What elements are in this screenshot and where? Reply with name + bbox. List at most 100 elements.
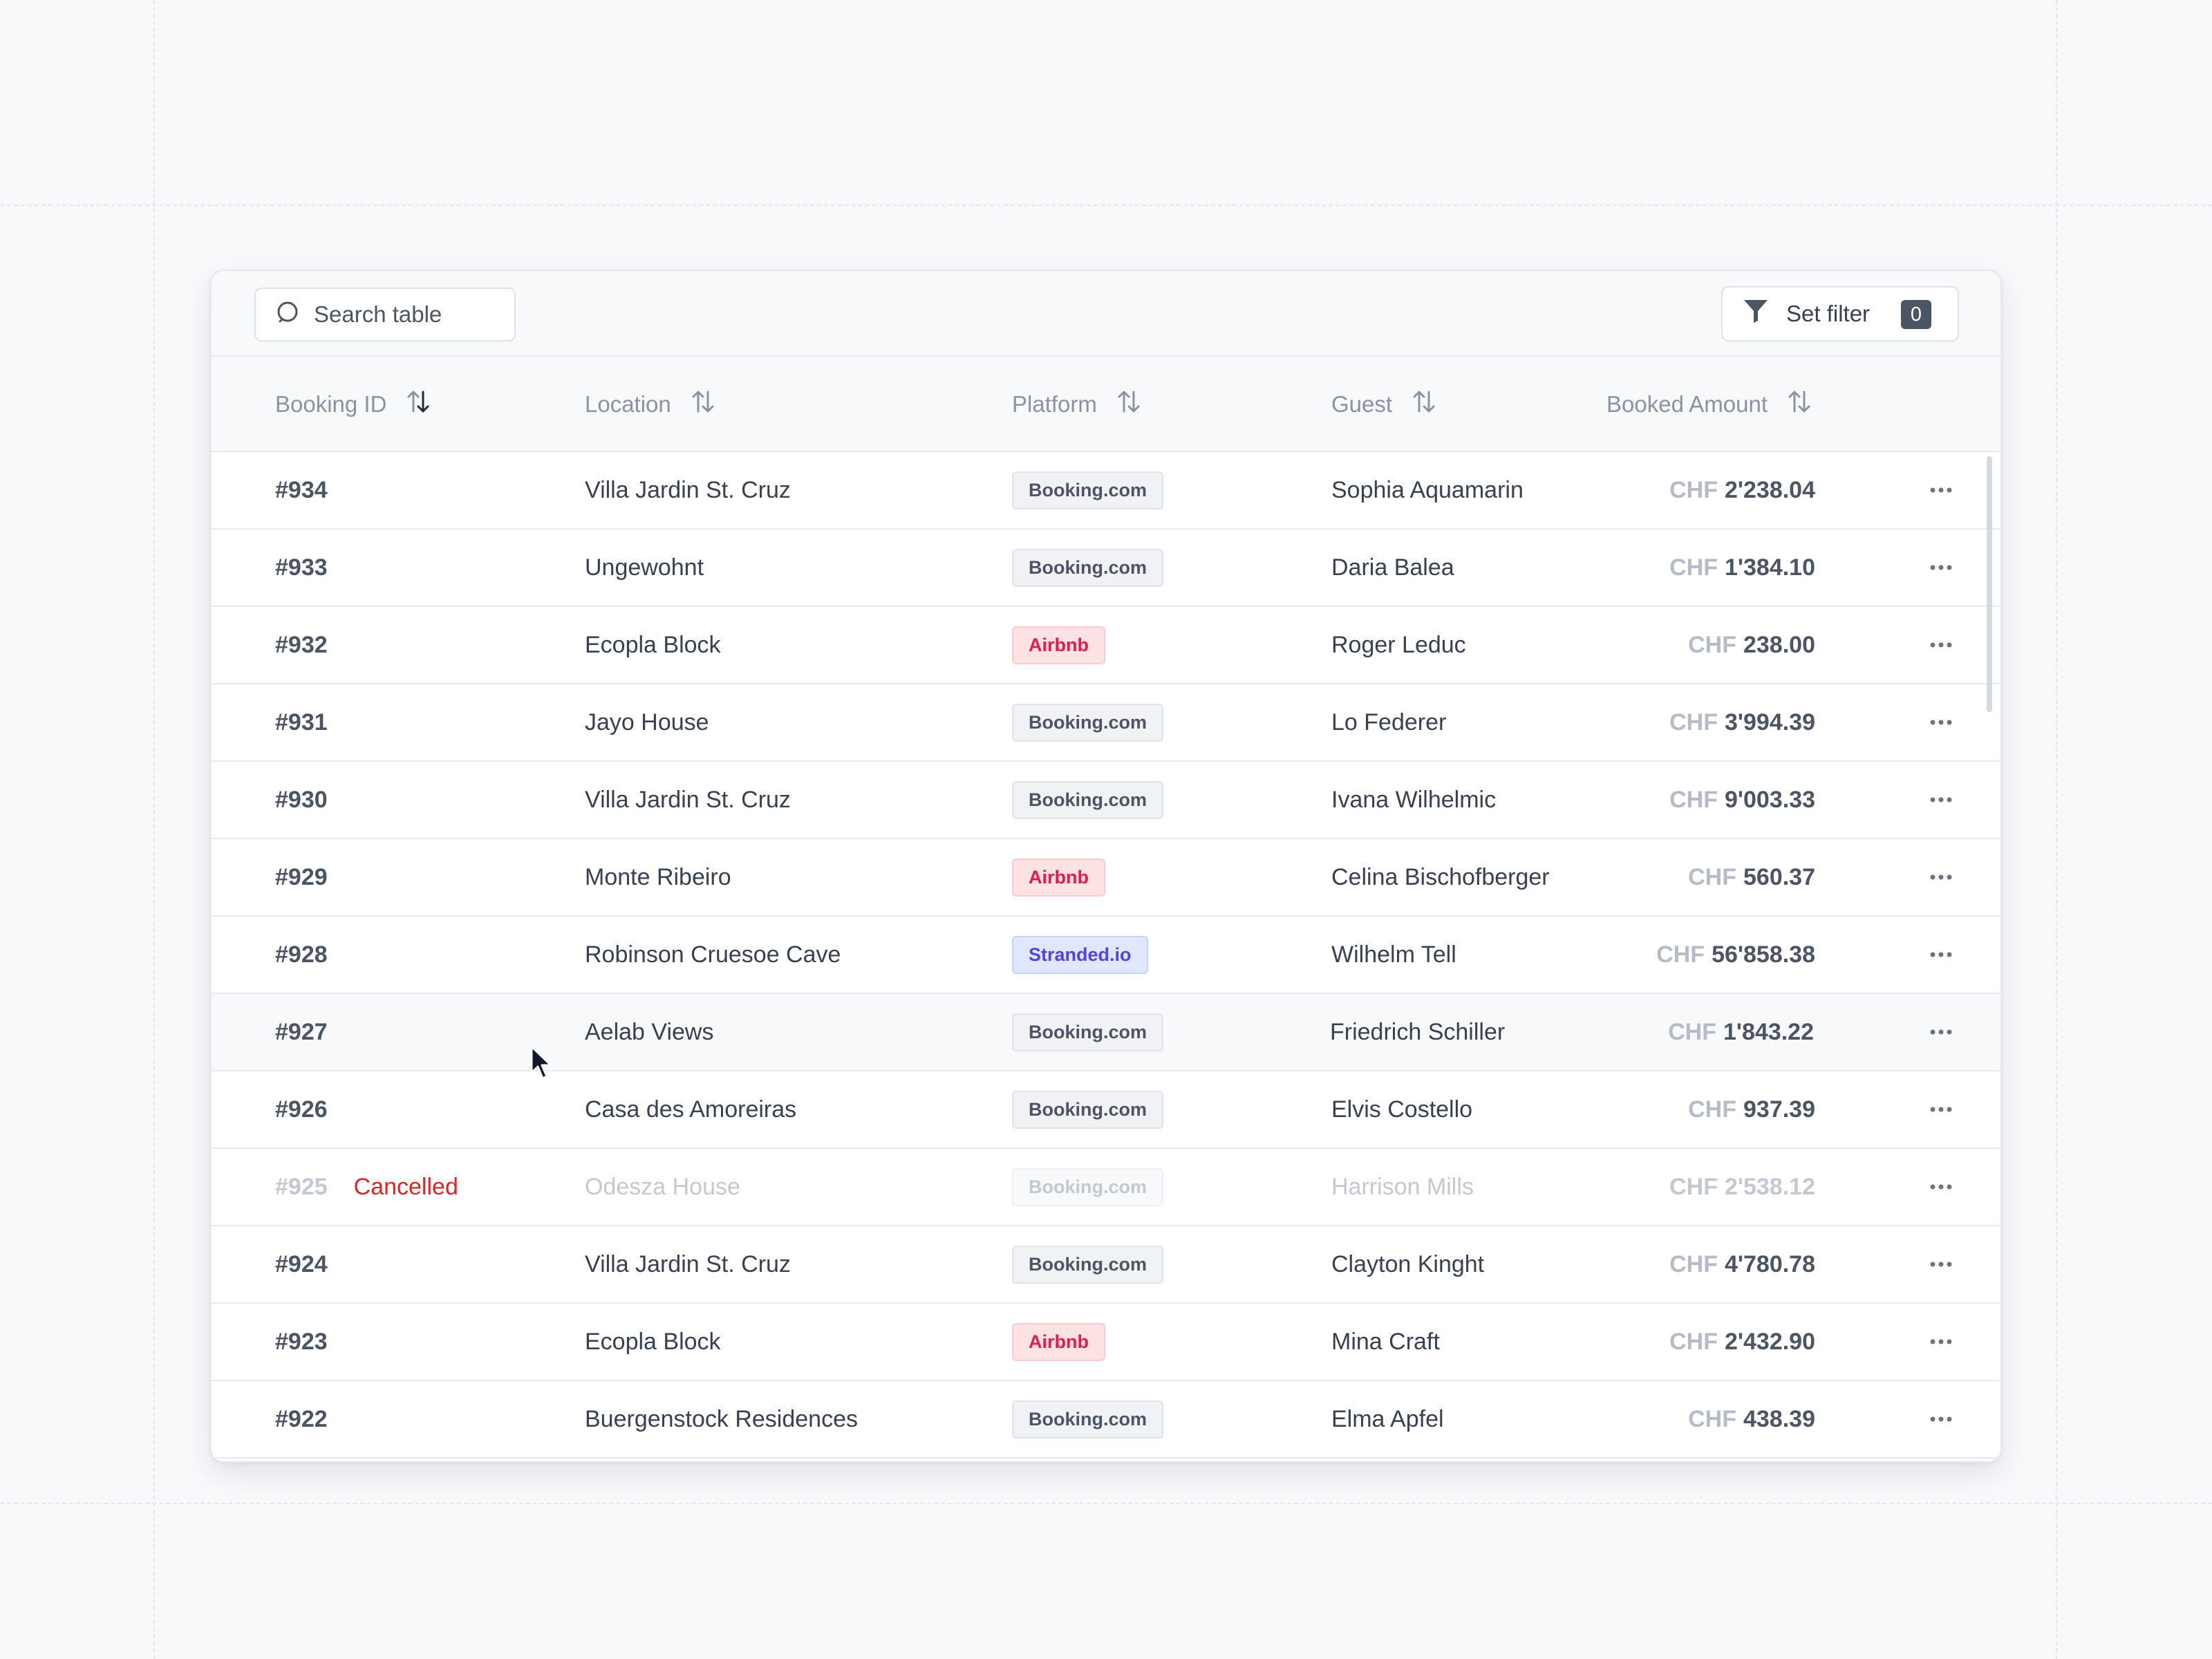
booked-amount-cell: CHF 2'538.12 — [1594, 1149, 1815, 1225]
more-horizontal-icon[interactable] — [1929, 607, 1953, 683]
booking-id-cell: #925 Cancelled — [275, 1149, 458, 1225]
more-horizontal-icon[interactable] — [1929, 1071, 1953, 1147]
more-horizontal-icon[interactable] — [1929, 1304, 1953, 1380]
platform-badge: Airbnb — [1012, 858, 1105, 897]
guest-cell: Mina Craft — [1331, 1328, 1440, 1355]
booking-id: #934 — [275, 476, 328, 503]
platform-badge: Booking.com — [1012, 548, 1164, 587]
platform-cell: Airbnb — [1012, 1304, 1105, 1380]
guest-cell: Wilhelm Tell — [1331, 941, 1456, 968]
booking-id: #923 — [275, 1328, 328, 1355]
amount-value: 2'432.90 — [1725, 1328, 1815, 1355]
guest-cell: Roger Leduc — [1331, 631, 1466, 658]
amount-value: 1'843.22 — [1723, 1018, 1814, 1045]
booking-id: #924 — [275, 1250, 328, 1277]
sort-arrows-icon[interactable] — [1392, 388, 1438, 421]
location-cell: Villa Jardin St. Cruz — [585, 476, 791, 503]
table-row[interactable]: #928 Robinson Cruesoe Cave Stranded.io Wilh… — [212, 917, 2000, 994]
currency-label: CHF — [1656, 941, 1705, 968]
platform-cell: Booking.com — [1012, 684, 1164, 760]
currency-label: CHF — [1669, 1328, 1718, 1355]
location-cell: Robinson Cruesoe Cave — [585, 941, 841, 968]
amount-value: 56'858.38 — [1712, 941, 1815, 968]
booking-id: #922 — [275, 1405, 328, 1432]
more-horizontal-icon[interactable] — [1929, 994, 1953, 1070]
table-row[interactable]: #927 Aelab Views Booking.com Friedrich Schi… — [212, 994, 2000, 1071]
platform-badge: Airbnb — [1012, 1322, 1105, 1361]
booking-id-cell: #924 — [275, 1226, 328, 1302]
booked-amount-cell: CHF 4'780.78 — [1594, 1226, 1815, 1302]
booked-amount-cell: CHF 560.37 — [1594, 839, 1815, 915]
platform-cell: Booking.com — [1012, 529, 1164, 606]
booking-id-cell: #930 — [275, 762, 328, 838]
sort-arrows-icon[interactable] — [1768, 388, 1813, 421]
currency-label: CHF — [1669, 709, 1718, 735]
more-horizontal-icon[interactable] — [1929, 1381, 1953, 1457]
table-row[interactable]: #932 Ecopla Block Airbnb Roger Leduc CHF 238.… — [212, 607, 2000, 684]
sort-arrows-icon[interactable] — [386, 388, 432, 421]
booking-id-cell: #928 — [275, 917, 328, 993]
more-horizontal-icon[interactable] — [1929, 1226, 1953, 1302]
column-header-label: Guest — [1331, 391, 1393, 417]
booking-id-cell: #933 — [275, 529, 328, 606]
booking-id-cell: #927 — [275, 994, 328, 1070]
location-cell: Odesza House — [585, 1173, 740, 1200]
platform-cell: Booking.com — [1012, 762, 1164, 838]
table-row[interactable]: #926 Casa des Amoreiras Booking.com Elvis C… — [212, 1071, 2000, 1149]
guest-cell: Friedrich Schiller — [1330, 1018, 1506, 1045]
column-header-label: Booked Amount — [1606, 391, 1768, 417]
booked-amount-cell: CHF 1'384.10 — [1594, 529, 1815, 606]
table-row[interactable]: #933 Ungewohnt Booking.com Daria Balea CHF 1'… — [212, 529, 2000, 607]
table-row[interactable]: #934 Villa Jardin St. Cruz Booking.com Soph… — [212, 452, 2000, 529]
location-cell: Buergenstock Residences — [585, 1405, 859, 1432]
platform-cell: Booking.com — [1012, 1381, 1164, 1457]
table-row[interactable]: #922 Buergenstock Residences Booking.com El… — [212, 1381, 2000, 1459]
column-header-platform[interactable]: Platform — [1012, 357, 1143, 452]
guide-line — [2056, 0, 2057, 1659]
currency-label: CHF — [1688, 1405, 1736, 1432]
platform-badge: Booking.com — [1012, 1168, 1164, 1206]
more-horizontal-icon[interactable] — [1929, 917, 1953, 993]
guest-cell: Daria Balea — [1331, 554, 1454, 581]
platform-cell: Booking.com — [1012, 1149, 1164, 1225]
guest-cell: Clayton Kinght — [1331, 1250, 1485, 1277]
more-horizontal-icon[interactable] — [1929, 529, 1953, 606]
more-horizontal-icon[interactable] — [1929, 684, 1953, 760]
vertical-scrollbar[interactable] — [1987, 456, 1992, 712]
currency-label: CHF — [1688, 1096, 1736, 1123]
sort-arrows-icon[interactable] — [671, 388, 717, 421]
location-cell: Aelab Views — [585, 1018, 714, 1045]
more-horizontal-icon[interactable] — [1929, 839, 1953, 915]
guide-line — [0, 1503, 2212, 1504]
column-header-booking-id[interactable]: Booking ID — [275, 357, 432, 452]
booking-id: #930 — [275, 786, 328, 813]
platform-badge: Booking.com — [1012, 703, 1164, 742]
search-box[interactable] — [254, 288, 516, 341]
table-row[interactable]: #925 Cancelled Odesza House Booking.com Harr… — [212, 1149, 2000, 1226]
guest-cell: Sophia Aquamarin — [1331, 476, 1524, 503]
platform-cell: Booking.com — [1012, 994, 1164, 1070]
booked-amount-cell: CHF 438.39 — [1594, 1381, 1815, 1457]
sort-arrows-icon[interactable] — [1097, 388, 1143, 421]
booked-amount-cell: CHF 56'858.38 — [1594, 917, 1815, 993]
booked-amount-cell: CHF 3'994.39 — [1594, 684, 1815, 760]
guest-cell: Lo Federer — [1331, 709, 1447, 735]
currency-label: CHF — [1688, 631, 1736, 658]
more-horizontal-icon[interactable] — [1929, 762, 1953, 838]
column-header-booked-amount[interactable]: Booked Amount — [1606, 357, 1813, 452]
table-row[interactable]: #924 Villa Jardin St. Cruz Booking.com Clay… — [212, 1226, 2000, 1304]
location-cell: Ecopla Block — [585, 1328, 721, 1355]
table-row[interactable]: #929 Monte Ribeiro Airbnb Celina Bischofber… — [212, 839, 2000, 917]
column-header-location[interactable]: Location — [585, 357, 717, 452]
amount-value: 937.39 — [1743, 1096, 1815, 1123]
location-cell: Monte Ribeiro — [585, 863, 731, 890]
set-filter-button[interactable]: Set filter 0 — [1721, 286, 1959, 341]
more-horizontal-icon[interactable] — [1929, 452, 1953, 528]
more-horizontal-icon[interactable] — [1929, 1149, 1953, 1225]
table-row[interactable]: #930 Villa Jardin St. Cruz Booking.com Ivan… — [212, 762, 2000, 839]
table-row[interactable]: #923 Ecopla Block Airbnb Mina Craft CHF 2'432… — [212, 1304, 2000, 1381]
column-header-guest[interactable]: Guest — [1331, 357, 1438, 452]
table-row[interactable]: #931 Jayo House Booking.com Lo Federer CHF 3'… — [212, 684, 2000, 762]
column-header-label: Booking ID — [275, 391, 387, 417]
search-input[interactable] — [314, 301, 507, 328]
